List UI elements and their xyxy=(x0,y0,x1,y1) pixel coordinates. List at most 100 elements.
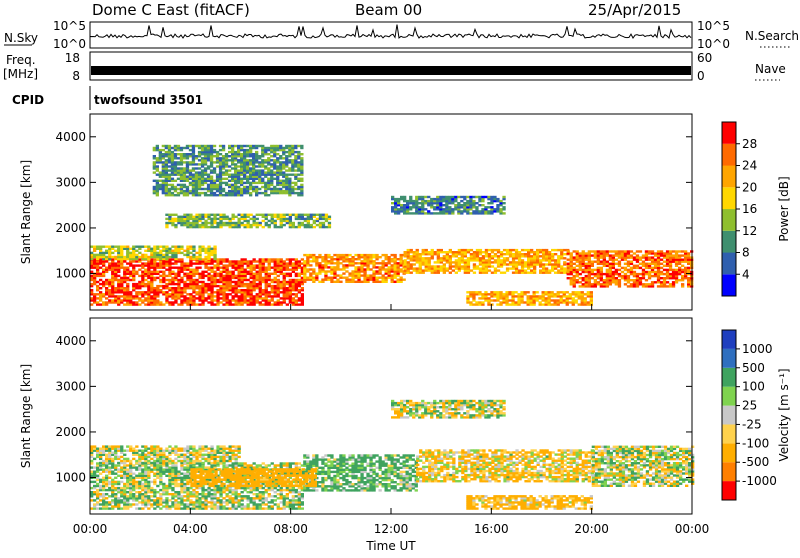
power-cell xyxy=(255,194,258,196)
velocity-cell xyxy=(141,499,144,501)
power-cell xyxy=(342,268,345,270)
power-cell xyxy=(624,263,627,265)
power-cell xyxy=(476,251,479,253)
power-cell xyxy=(250,275,253,277)
power-cell xyxy=(487,299,490,301)
power-cell xyxy=(460,206,463,208)
power-cell xyxy=(201,303,204,305)
power-cell xyxy=(449,272,452,274)
power-cell xyxy=(219,194,222,196)
power-cell xyxy=(499,208,502,210)
power-cell xyxy=(216,258,219,260)
power-cell xyxy=(189,303,192,305)
power-cell xyxy=(363,272,366,274)
power-cell xyxy=(153,157,156,159)
power-cell xyxy=(159,161,162,163)
freq-trace xyxy=(91,66,691,75)
power-cell xyxy=(289,279,292,281)
power-cell xyxy=(515,272,518,274)
power-cell xyxy=(219,285,222,287)
power-cell xyxy=(268,224,271,226)
power-cell xyxy=(267,178,270,180)
power-cell xyxy=(168,194,171,196)
power-cell xyxy=(213,256,216,258)
power-cell xyxy=(243,149,246,151)
power-cell xyxy=(165,256,168,258)
power-cell xyxy=(114,295,117,297)
power-cell xyxy=(448,202,451,204)
power-cell xyxy=(216,275,219,277)
power-cell xyxy=(422,251,425,253)
power-cell xyxy=(412,212,415,214)
power-cell xyxy=(624,267,627,269)
power-cell xyxy=(198,248,201,250)
power-cell xyxy=(186,267,189,269)
power-cell xyxy=(150,275,153,277)
power-cell xyxy=(336,256,339,258)
power-cell xyxy=(482,251,485,253)
velocity-cell xyxy=(102,477,105,479)
power-cell xyxy=(666,263,669,265)
velocity-cell xyxy=(102,503,105,505)
power-cell xyxy=(342,260,345,262)
velocity-cell xyxy=(111,483,114,485)
power-cell xyxy=(527,303,530,305)
power-cell xyxy=(234,157,237,159)
power-cell xyxy=(545,297,548,299)
power-cell xyxy=(171,287,174,289)
power-cell xyxy=(280,297,283,299)
power-cell xyxy=(102,271,105,273)
power-cell xyxy=(366,281,369,283)
power-cell xyxy=(195,194,198,196)
power-cell xyxy=(633,281,636,283)
power-cell xyxy=(324,272,327,274)
power-cell xyxy=(309,268,312,270)
power-cell xyxy=(277,295,280,297)
velocity-cell xyxy=(117,497,120,499)
power-cell xyxy=(499,210,502,212)
power-cell xyxy=(255,161,258,163)
power-cell xyxy=(219,291,222,293)
power-cell xyxy=(285,190,288,192)
power-cell xyxy=(666,254,669,256)
power-cell xyxy=(294,145,297,147)
power-cell xyxy=(174,256,177,258)
power-cell xyxy=(588,259,591,261)
power-cell xyxy=(204,271,207,273)
power-cell xyxy=(274,267,277,269)
power-cell xyxy=(247,220,250,222)
power-cell xyxy=(397,208,400,210)
velocity-cell xyxy=(117,487,120,489)
power-cell xyxy=(461,249,464,251)
power-cell xyxy=(123,248,126,250)
power-cell xyxy=(267,167,270,169)
power-cell xyxy=(321,260,324,262)
nsky-trace xyxy=(91,25,691,38)
power-cell xyxy=(186,246,189,248)
power-cell xyxy=(165,169,168,171)
power-cell xyxy=(651,263,654,265)
power-cell xyxy=(141,283,144,285)
power-cell xyxy=(639,263,642,265)
power-cell xyxy=(600,277,603,279)
power-cell xyxy=(213,226,216,228)
power-cell xyxy=(241,267,244,269)
power-cell xyxy=(515,267,518,269)
power-cell xyxy=(204,275,207,277)
power-cell xyxy=(576,259,579,261)
power-cell xyxy=(216,214,219,216)
power-cell xyxy=(687,281,690,283)
power-cell xyxy=(533,299,536,301)
power-cell xyxy=(108,279,111,281)
power-cell xyxy=(222,188,225,190)
power-cell xyxy=(180,153,183,155)
power-cell xyxy=(183,178,186,180)
power-cell xyxy=(238,262,241,264)
power-cell xyxy=(648,267,651,269)
power-cell xyxy=(354,277,357,279)
nsearch-label: N.Search xyxy=(745,29,799,43)
power-cell xyxy=(201,224,204,226)
power-cell xyxy=(457,210,460,212)
power-cell xyxy=(180,222,183,224)
velocity-cell xyxy=(96,501,99,503)
